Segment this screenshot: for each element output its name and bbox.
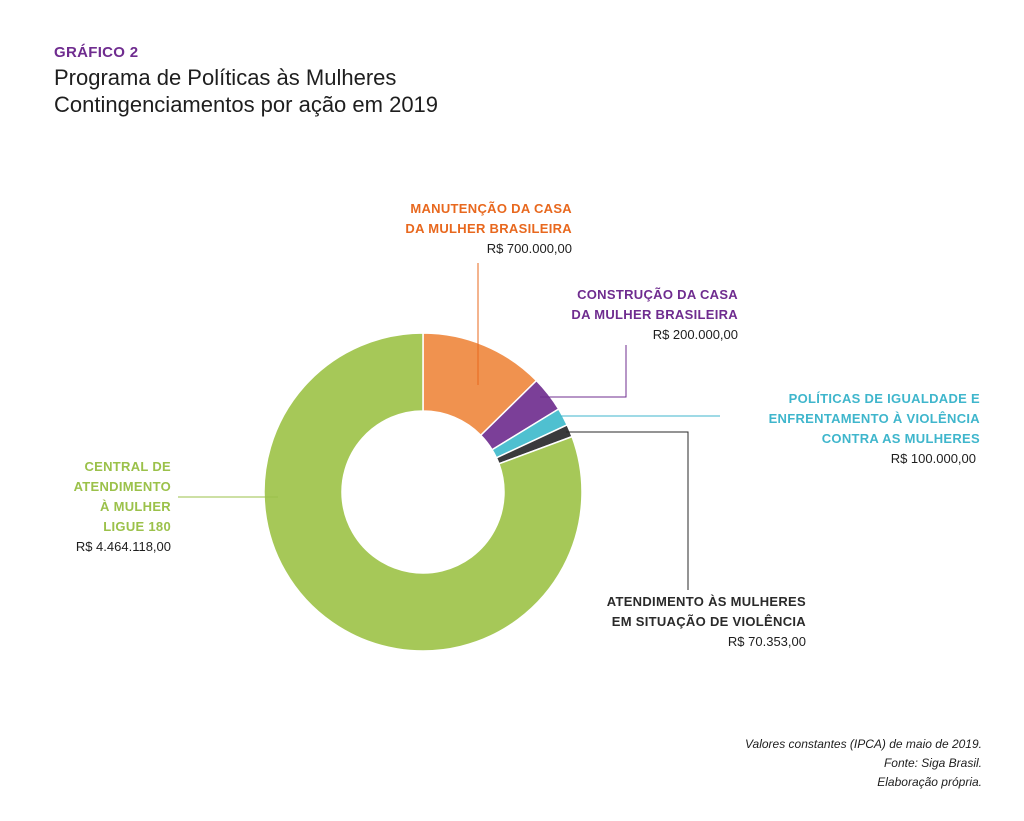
label-manutencao-value: R$ 700.000,00	[486, 241, 572, 256]
label-construcao-name-1: CONSTRUÇÃO DA CASA	[577, 287, 738, 302]
label-politicas-name-2: ENFRENTAMENTO À VIOLÊNCIA	[768, 411, 980, 426]
source-note: Valores constantes (IPCA) de maio de 201…	[745, 735, 982, 792]
label-central-name-3: À MULHER	[99, 499, 171, 514]
label-politicas: POLÍTICAS DE IGUALDADE E ENFRENTAMENTO À…	[769, 389, 980, 469]
label-politicas-value: R$ 100.000,00	[890, 451, 976, 466]
label-atendimento-name-1: ATENDIMENTO ÀS MULHERES	[606, 594, 806, 609]
label-construcao: CONSTRUÇÃO DA CASA DA MULHER BRASILEIRA …	[571, 285, 738, 345]
label-manutencao: MANUTENÇÃO DA CASA DA MULHER BRASILEIRA …	[405, 199, 572, 259]
chart-title-line-1: Programa de Políticas às Mulheres	[54, 65, 397, 90]
chart-title-line-2: Contingenciamentos por ação em 2019	[54, 92, 439, 117]
label-politicas-name-3: CONTRA AS MULHERES	[821, 431, 980, 446]
donut-slices	[263, 332, 583, 652]
source-note-line-2: Fonte: Siga Brasil.	[883, 756, 982, 770]
chart-kicker: GRÁFICO 2	[54, 44, 139, 61]
chart-title: Programa de Políticas às Mulheres Contin…	[54, 64, 438, 118]
label-central-value: R$ 4.464.118,00	[75, 539, 171, 554]
label-manutencao-name-2: DA MULHER BRASILEIRA	[405, 221, 572, 236]
label-central-name-4: LIGUE 180	[103, 519, 171, 534]
label-atendimento-value: R$ 70.353,00	[727, 634, 806, 649]
label-atendimento: ATENDIMENTO ÀS MULHERES EM SITUAÇÃO DE V…	[607, 592, 806, 652]
donut-slice-central	[263, 332, 583, 652]
leader-line-atendimento	[566, 431, 689, 590]
leader-line-construcao	[540, 345, 627, 398]
label-construcao-name-2: DA MULHER BRASILEIRA	[571, 307, 738, 322]
label-politicas-name-1: POLÍTICAS DE IGUALDADE E	[788, 391, 980, 406]
label-central: CENTRAL DE ATENDIMENTO À MULHER LIGUE 18…	[74, 457, 171, 557]
label-central-name-1: CENTRAL DE	[84, 459, 171, 474]
source-note-line-3: Elaboração própria.	[877, 775, 982, 789]
label-atendimento-name-2: EM SITUAÇÃO DE VIOLÊNCIA	[611, 614, 806, 629]
leader-lines	[178, 263, 720, 590]
label-central-name-2: ATENDIMENTO	[73, 479, 171, 494]
label-construcao-value: R$ 200.000,00	[652, 327, 738, 342]
label-manutencao-name-1: MANUTENÇÃO DA CASA	[410, 201, 572, 216]
source-note-line-1: Valores constantes (IPCA) de maio de 201…	[744, 737, 982, 751]
